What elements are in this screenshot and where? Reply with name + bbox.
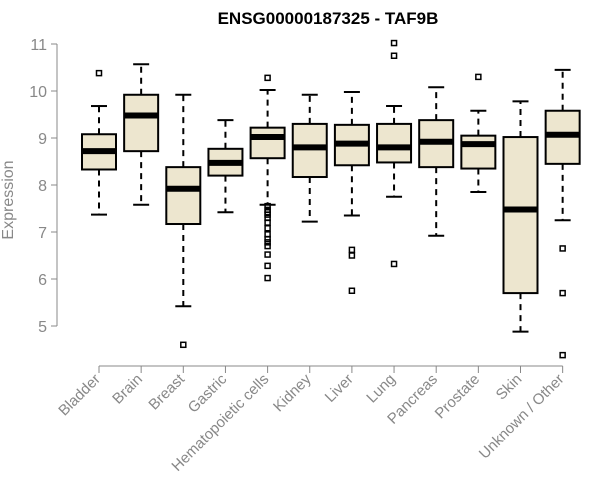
y-tick-label: 11 [30, 37, 47, 54]
box-breast [165, 93, 202, 349]
y-tick-label: 8 [38, 178, 47, 195]
outlier-point [264, 239, 271, 246]
y-tick-label: 7 [38, 225, 47, 242]
box-series [81, 39, 581, 359]
box-body [249, 126, 286, 160]
box-body [165, 166, 202, 226]
box-brain [123, 63, 160, 206]
chart-title: ENSG00000187325 - TAF9B [218, 9, 439, 28]
outlier-point [348, 252, 356, 259]
box-prostate [460, 73, 497, 194]
outlier-point [264, 242, 271, 250]
box-unknown-other [544, 68, 581, 359]
outlier-point [390, 52, 398, 59]
x-tick-label: Prostate [432, 371, 484, 423]
box-pancreas [418, 86, 455, 237]
outlier-point [180, 341, 187, 349]
y-axis-label: Expression [0, 160, 17, 239]
x-tick-label: Bladder [55, 371, 104, 420]
box-bladder [81, 69, 117, 216]
outlier-point [264, 262, 271, 270]
outlier-point [559, 351, 566, 359]
y-axis: 5 6 7 8 9 10 11 [29, 37, 58, 336]
outlier-point [348, 287, 356, 294]
x-tick-label: Kidney [270, 370, 315, 415]
box-body [460, 134, 497, 170]
x-tick-label: Breast [145, 370, 188, 413]
outlier-point [390, 260, 398, 268]
box-kidney [291, 93, 328, 223]
x-tick-label: Lung [363, 371, 399, 407]
y-tick-label: 5 [38, 319, 47, 336]
box-liver [333, 90, 370, 294]
outlier-point [348, 246, 356, 254]
y-tick-label: 6 [38, 272, 47, 289]
box-body [123, 93, 160, 153]
box-body [376, 122, 413, 164]
outlier-point [95, 69, 103, 77]
x-tick-label: Brain [109, 371, 146, 408]
box-lung [376, 39, 413, 268]
box-body [502, 136, 539, 295]
y-tick-label: 10 [29, 84, 47, 101]
outlier-point [264, 202, 271, 210]
box-body [291, 122, 328, 179]
outlier-point [390, 39, 398, 47]
outlier-point [264, 219, 271, 226]
outlier-point [559, 245, 566, 252]
box-skin [502, 100, 539, 333]
outlier-point [559, 289, 566, 297]
outlier-point [264, 235, 271, 243]
outlier-point [264, 74, 271, 82]
outlier-point [264, 274, 271, 282]
box-gastric [207, 119, 244, 214]
outlier-point [264, 211, 271, 218]
outlier-point [475, 73, 482, 81]
box-hematopoietic-cells [249, 74, 286, 282]
x-tick-label: Skin [493, 371, 526, 404]
outlier-point [264, 224, 271, 232]
x-tick-label: Liver [322, 371, 357, 406]
y-tick-label: 9 [38, 131, 47, 148]
outlier-point [264, 251, 271, 258]
